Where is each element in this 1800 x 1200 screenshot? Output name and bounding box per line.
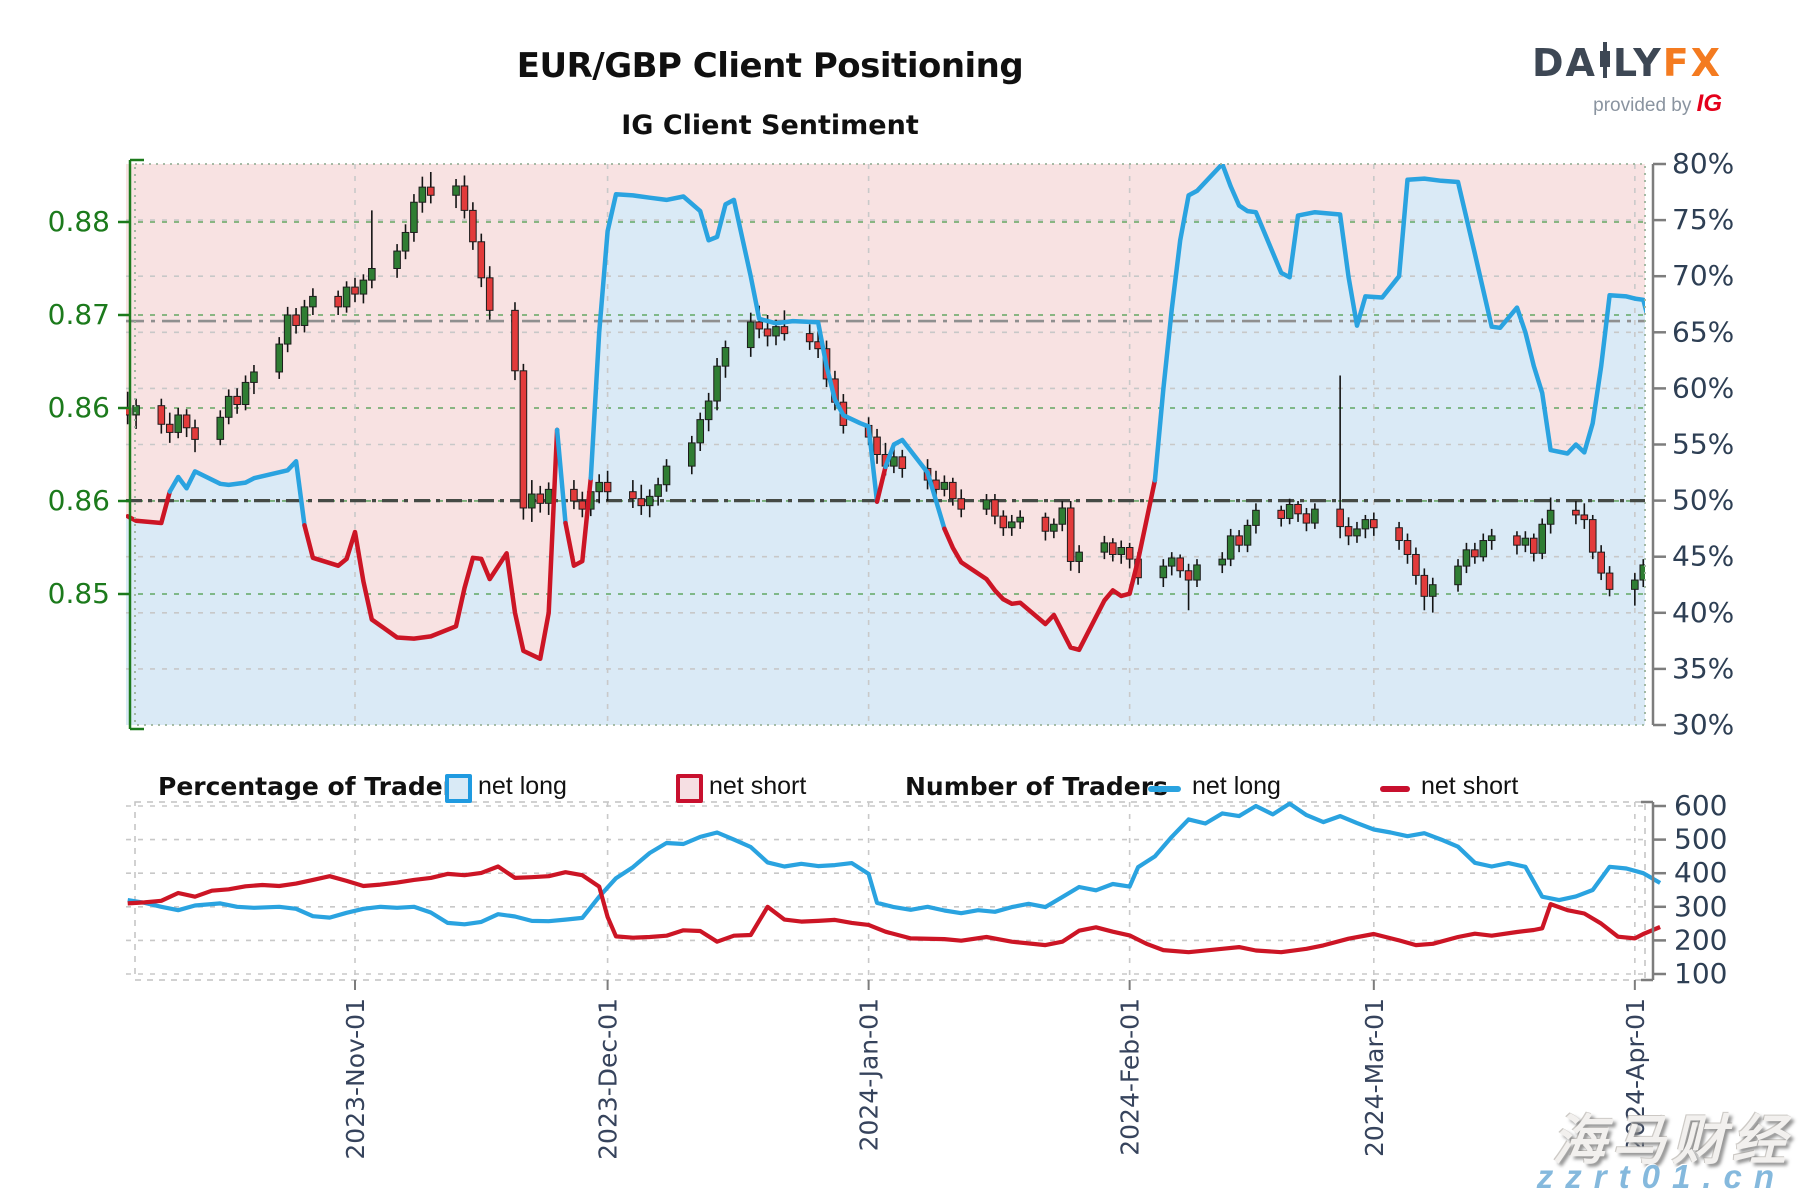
logo-provided-by: provided by IG bbox=[1532, 90, 1722, 118]
svg-text:2023-Nov-01: 2023-Nov-01 bbox=[341, 998, 370, 1160]
svg-text:600: 600 bbox=[1674, 789, 1727, 822]
legend-num-net-short-dash-icon bbox=[1380, 786, 1410, 792]
logo-text-da: DA bbox=[1531, 41, 1597, 85]
svg-text:45%: 45% bbox=[1672, 540, 1734, 573]
legend-number-heading: Number of Traders bbox=[905, 772, 1168, 801]
svg-text:40%: 40% bbox=[1672, 596, 1734, 629]
svg-text:2024-Mar-01: 2024-Mar-01 bbox=[1360, 998, 1389, 1157]
svg-text:2024-Jan-01: 2024-Jan-01 bbox=[855, 998, 884, 1151]
ig-logo: IG bbox=[1696, 90, 1722, 117]
legend-num-net-long-dash-icon bbox=[1148, 786, 1181, 792]
watermark-site-url: zzrt01.cn bbox=[1536, 1158, 1786, 1195]
price-axis: 0.88 0.87 0.86 0.86 0.85 bbox=[48, 158, 144, 731]
svg-text:75%: 75% bbox=[1672, 203, 1734, 236]
logo-candlestick-icon bbox=[1597, 42, 1613, 84]
logo-text-fx: FX bbox=[1662, 41, 1722, 85]
svg-text:2023-Dec-01: 2023-Dec-01 bbox=[594, 998, 623, 1160]
svg-text:2024-Apr-01: 2024-Apr-01 bbox=[1621, 998, 1650, 1153]
svg-text:60%: 60% bbox=[1672, 371, 1734, 404]
watermark-site-name: 海马财经 bbox=[1552, 1111, 1792, 1171]
price-sentiment-chart bbox=[126, 164, 1645, 725]
page-title: EUR/GBP Client Positioning bbox=[516, 46, 1024, 86]
svg-text:30%: 30% bbox=[1672, 708, 1734, 741]
dailyfx-wordmark: DA LYFX bbox=[1532, 42, 1722, 84]
legend-percentage-heading: Percentage of Traders bbox=[158, 772, 470, 801]
svg-text:0.87: 0.87 bbox=[48, 298, 110, 331]
svg-text:70%: 70% bbox=[1672, 259, 1734, 292]
svg-text:55%: 55% bbox=[1672, 428, 1734, 461]
percent-axis: 80% 75% 70% 65% 60% 55% 50% 45% 40% 35% 30% bbox=[1651, 147, 1734, 741]
svg-text:200: 200 bbox=[1674, 923, 1727, 956]
net-short-count-line bbox=[127, 864, 1661, 955]
legend-num-net-short-label: net short bbox=[1421, 772, 1519, 800]
svg-text:0.85: 0.85 bbox=[48, 577, 110, 610]
provided-by-text: provided by bbox=[1593, 95, 1692, 116]
dailyfx-logo: DA LYFX provided by IG bbox=[1532, 42, 1722, 118]
chart-title: IG Client Sentiment bbox=[621, 110, 919, 141]
svg-text:65%: 65% bbox=[1672, 315, 1734, 348]
svg-text:0.86: 0.86 bbox=[48, 484, 110, 517]
svg-text:50%: 50% bbox=[1672, 484, 1734, 517]
net-long-percentage-line bbox=[126, 164, 1645, 662]
svg-text:400: 400 bbox=[1674, 856, 1727, 889]
net-long-count-line bbox=[127, 801, 1662, 927]
svg-text:0.88: 0.88 bbox=[48, 205, 110, 238]
svg-text:0.86: 0.86 bbox=[48, 391, 110, 424]
traders-plot-border bbox=[134, 801, 1646, 981]
date-axis-labels: 2023-Nov-01 2023-Dec-01 2024-Jan-01 2024-Fe… bbox=[341, 980, 1650, 1160]
net-short-shaded-area bbox=[126, 164, 1645, 659]
logo-text-ly: LY bbox=[1612, 41, 1663, 85]
svg-text:35%: 35% bbox=[1672, 652, 1734, 685]
svg-text:100: 100 bbox=[1674, 957, 1727, 990]
legend-num-net-long-label: net long bbox=[1192, 772, 1281, 800]
svg-text:80%: 80% bbox=[1672, 147, 1734, 180]
svg-text:500: 500 bbox=[1674, 823, 1727, 856]
svg-text:300: 300 bbox=[1674, 890, 1727, 923]
legend-pct-net-short-label: net short bbox=[709, 772, 807, 800]
legend-pct-net-short-swatch bbox=[676, 774, 703, 803]
legend-pct-net-long-label: net long bbox=[478, 772, 567, 800]
svg-text:2024-Feb-01: 2024-Feb-01 bbox=[1116, 998, 1145, 1156]
legend-pct-net-long-swatch bbox=[445, 774, 472, 803]
net-long-shaded-area bbox=[126, 164, 1645, 725]
